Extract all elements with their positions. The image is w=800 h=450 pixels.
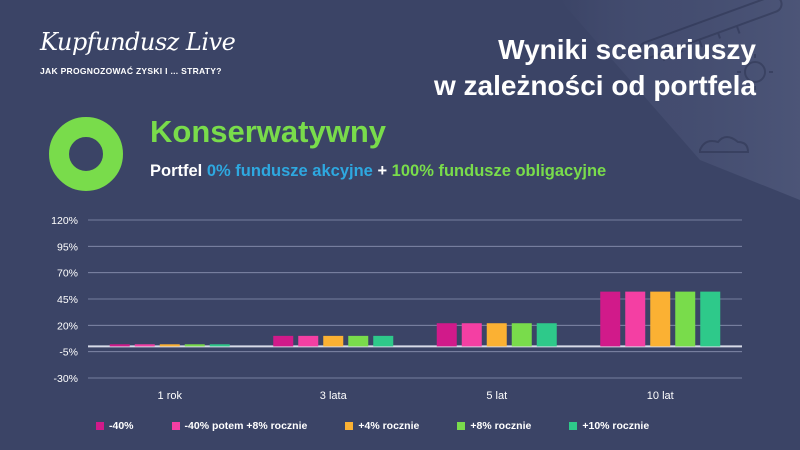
legend-swatch — [457, 422, 466, 430]
thermometer-decoration — [560, 0, 800, 200]
legend-item: -40% — [96, 420, 134, 432]
title-line-2: w zależności od portfela — [433, 70, 756, 101]
legend-label: -40% potem +8% rocznie — [184, 420, 308, 432]
bar — [273, 335, 294, 347]
legend-swatch — [345, 422, 354, 430]
bar — [600, 291, 621, 347]
bar — [650, 291, 671, 347]
x-category-label: 5 lat — [486, 390, 507, 402]
bar-chart: 120% 95% 70% 45% 20% -5% -30% 1 rok 3 lata 5 lat 1… — [51, 215, 742, 402]
portfolio-desc-bonds: 100% fundusze obligacyjne — [391, 162, 607, 180]
chart-legend: -40% -40% potem +8% rocznie +4% rocznie +8%… — [96, 417, 687, 435]
bar — [134, 344, 155, 347]
legend-label: +10% rocznie — [582, 420, 650, 432]
bar — [109, 344, 130, 347]
y-tick-label: -5% — [59, 347, 78, 359]
portfolio-desc-equity: 0% fundusze akcyjne — [206, 162, 373, 180]
bar — [348, 335, 369, 347]
bar — [159, 344, 180, 347]
y-tick-label: 20% — [57, 320, 78, 332]
portfolio-ring-icon — [49, 117, 123, 191]
y-tick-label: 95% — [57, 241, 78, 253]
bar — [536, 323, 557, 347]
bar — [461, 323, 482, 347]
legend-item: -40% potem +8% rocznie — [171, 420, 308, 432]
bar — [511, 323, 532, 347]
bar — [436, 323, 457, 347]
portfolio-desc-plus: + — [377, 162, 388, 180]
logo-tagline: JAK PROGNOZOWAĆ ZYSKI I ... STRATY? — [40, 66, 222, 76]
page-title: Wyniki scenariuszy w zależności od portf… — [434, 32, 756, 104]
y-tick-label: 120% — [51, 215, 78, 227]
y-tick-label: 70% — [57, 268, 78, 280]
bar — [323, 335, 344, 347]
legend-label: +4% rocznie — [358, 420, 420, 432]
bar — [625, 291, 646, 347]
bar — [675, 291, 696, 347]
portfolio-desc-prefix: Portfel — [150, 162, 203, 180]
legend-label: -40% — [109, 420, 134, 432]
x-category-label: 10 lat — [647, 390, 674, 402]
legend-item: +8% rocznie — [457, 420, 531, 432]
y-tick-label: -30% — [53, 373, 78, 385]
y-tick-label: 45% — [57, 294, 78, 306]
bar — [184, 344, 205, 347]
logo-wordmark: Kupfundusz Live — [40, 28, 236, 56]
brand-logo: Kupfundusz Live JAK PROGNOZOWAĆ ZYSKI I … — [40, 28, 236, 76]
legend-swatch — [569, 422, 578, 430]
bar — [373, 335, 394, 347]
legend-swatch — [171, 422, 180, 430]
legend-item: +4% rocznie — [345, 420, 419, 432]
legend-item: +10% rocznie — [569, 420, 649, 432]
x-category-label: 1 rok — [158, 390, 183, 402]
bar — [700, 291, 721, 347]
bar — [486, 323, 507, 347]
portfolio-description: Portfel 0% fundusze akcyjne + 100% fundu… — [150, 162, 606, 181]
bar — [209, 344, 230, 347]
legend-swatch — [96, 422, 104, 430]
portfolio-name: Konserwatywny — [150, 114, 387, 149]
legend-label: +8% rocznie — [470, 420, 532, 432]
title-line-1: Wyniki scenariuszy — [498, 34, 756, 65]
x-category-label: 3 lata — [320, 390, 348, 402]
bar — [298, 335, 319, 347]
